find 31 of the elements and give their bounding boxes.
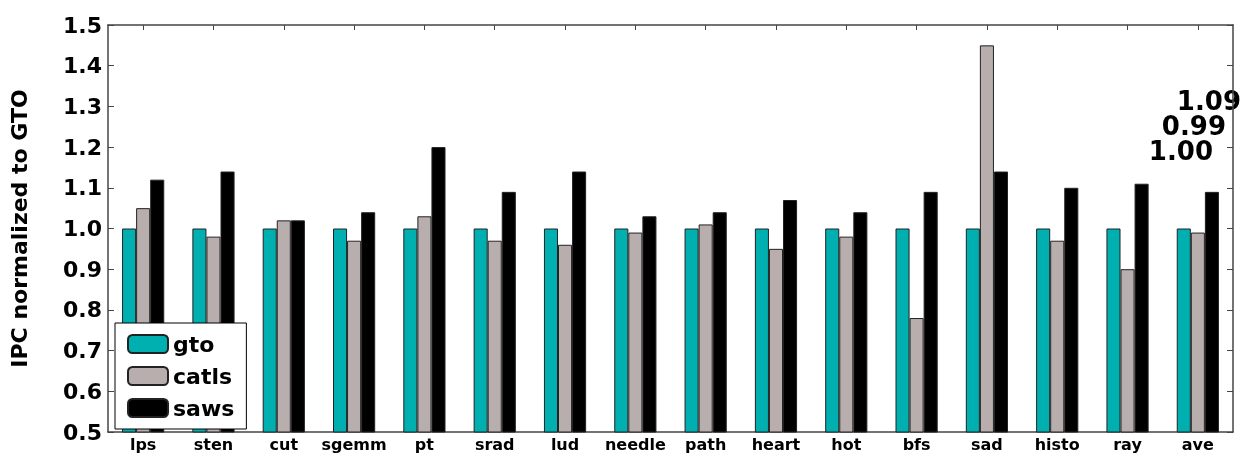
x-tick-label: srad: [474, 434, 515, 454]
y-axis-title: IPC normalized to GTO: [6, 89, 32, 368]
y-tick-label: 1.0: [63, 216, 102, 241]
x-tick-label: needle: [604, 434, 666, 454]
y-tick-label: 0.8: [63, 297, 102, 323]
x-tick-label: bfs: [902, 434, 931, 454]
y-tick-label: 0.6: [63, 378, 102, 404]
legend-label: catls: [173, 363, 233, 389]
y-tick-label: 1.1: [63, 175, 102, 201]
x-tick-label: heart: [751, 434, 801, 454]
x-tick-label: sten: [193, 434, 234, 454]
y-tick-label: 1.4: [63, 53, 102, 79]
x-tick-label: ray: [1113, 434, 1143, 454]
x-tick-label: sgemm: [321, 434, 387, 454]
y-tick-label: 1.5: [63, 12, 102, 38]
x-tick-label: lud: [550, 434, 580, 454]
legend-label: saws: [173, 395, 235, 421]
x-tick-label: pt: [414, 434, 435, 454]
y-tick-label: 0.7: [63, 338, 102, 364]
x-tick-label: ave: [1181, 434, 1215, 454]
x-tick-label: sad: [971, 434, 1003, 454]
x-tick-label: hot: [831, 434, 862, 454]
x-tick-label: histo: [1034, 434, 1080, 454]
x-tick-label: cut: [269, 434, 299, 454]
y-tick-label: 1.2: [63, 134, 102, 160]
y-tick-label: 0.9: [63, 256, 102, 282]
x-tick-label: lps: [129, 434, 157, 454]
x-tick-label: path: [685, 434, 727, 454]
y-tick-label: 1.3: [63, 93, 102, 119]
y-tick-label: 0.5: [63, 419, 102, 445]
legend-label: gto: [173, 331, 215, 357]
